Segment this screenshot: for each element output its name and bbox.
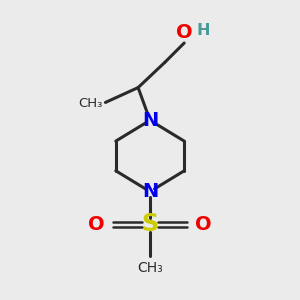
Text: O: O bbox=[88, 215, 104, 234]
Text: H: H bbox=[197, 23, 210, 38]
Text: S: S bbox=[141, 212, 159, 236]
Text: N: N bbox=[142, 111, 158, 130]
Text: N: N bbox=[142, 182, 158, 201]
Text: O: O bbox=[176, 22, 193, 41]
Text: CH₃: CH₃ bbox=[137, 262, 163, 275]
Text: CH₃: CH₃ bbox=[79, 98, 103, 110]
Text: O: O bbox=[196, 215, 212, 234]
